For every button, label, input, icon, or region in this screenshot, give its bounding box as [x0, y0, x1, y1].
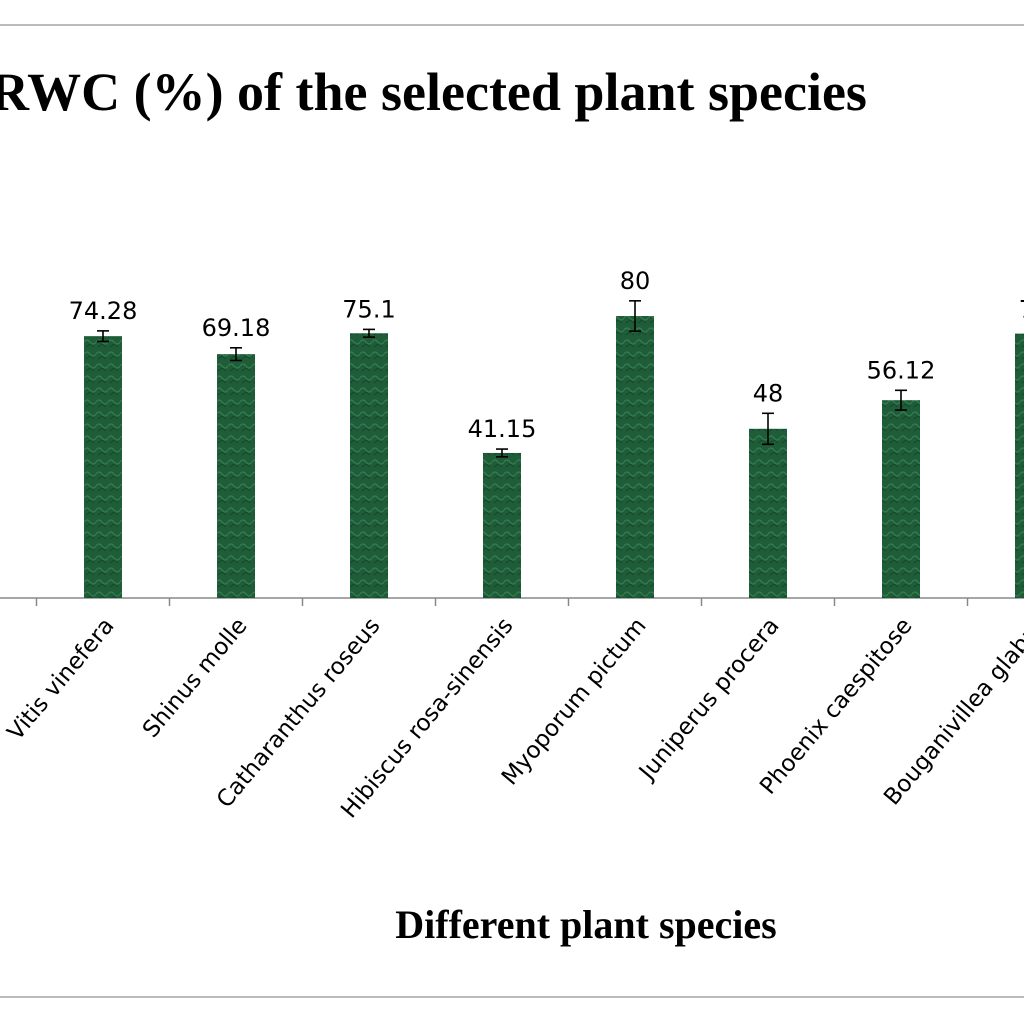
bar	[1015, 333, 1024, 598]
bar	[749, 428, 787, 598]
frame	[0, 24, 1024, 998]
bar	[217, 354, 255, 598]
value-label: 75	[1019, 295, 1024, 323]
error-bar	[230, 346, 242, 362]
error-bar	[895, 389, 907, 411]
value-label: 56.12	[867, 356, 936, 384]
error-bar	[363, 328, 375, 338]
bar	[882, 400, 920, 598]
x-tick-label: Phoenix caespitose	[755, 613, 917, 800]
value-label: 75.1	[342, 295, 395, 323]
x-axis-title: Different plant species	[395, 902, 776, 947]
error-bar	[762, 412, 774, 446]
value-label: 74.28	[69, 297, 138, 325]
x-tick-label: Juniperus procera	[633, 613, 784, 786]
bar	[483, 452, 521, 598]
value-label: 80	[620, 267, 651, 295]
value-label: 41.15	[468, 415, 537, 443]
bar	[350, 333, 388, 598]
chart-title: RWC (%) of the selected plant species	[0, 62, 867, 122]
value-label: 69.18	[202, 314, 271, 342]
error-bar	[97, 330, 109, 343]
value-label: 48	[753, 379, 784, 407]
x-tick-label: Vitis vinefera	[3, 613, 120, 745]
error-bar	[629, 300, 641, 332]
x-tick-label: Myoporum pictum	[497, 613, 652, 790]
bar	[616, 316, 654, 598]
error-bar	[496, 448, 508, 458]
bar	[84, 336, 122, 598]
x-tick-label: Shinus molle	[138, 613, 253, 743]
